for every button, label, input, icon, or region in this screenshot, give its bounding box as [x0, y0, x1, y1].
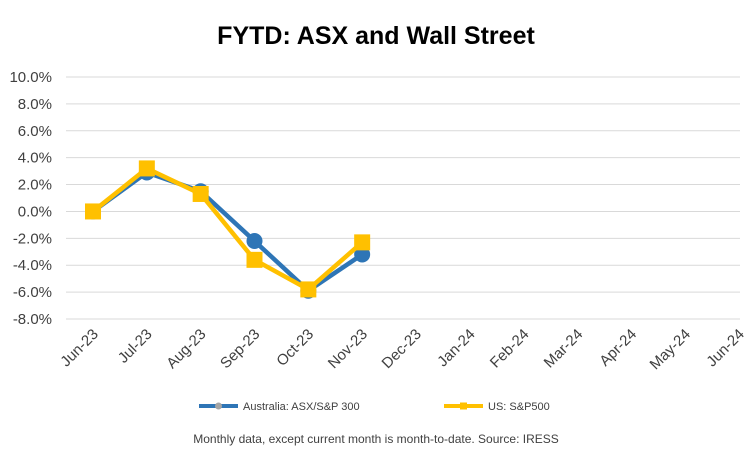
y-axis-ticks: -8.0% -6.0% -4.0% -2.0% 0.0% 2.0% 4.0% 6.0% 8.0%…: [9, 69, 52, 328]
y-tick-label: 8.0%: [18, 96, 52, 113]
data-point-square: [354, 234, 371, 251]
data-point-square: [246, 251, 263, 268]
y-tick-label: -6.0%: [13, 284, 52, 301]
x-tick-label: Jun-23: [57, 326, 101, 370]
legend: Australia: ASX/S&P 300 US: S&P500: [199, 401, 550, 413]
x-tick-label: Jan-24: [434, 326, 478, 370]
legend-swatch-marker: [460, 402, 467, 410]
x-tick-label: Jun-24: [703, 326, 747, 370]
footnote: Monthly data, except current month is mo…: [193, 432, 559, 446]
legend-label: Australia: ASX/S&P 300: [243, 401, 360, 413]
x-axis-ticks: Jun-23 Jul-23 Aug-23 Sep-23 Oct-23 Nov-23 Dec-…: [57, 326, 747, 373]
data-point-circle: [246, 233, 263, 250]
y-tick-label: -4.0%: [13, 257, 52, 274]
chart-title: FYTD: ASX and Wall Street: [217, 22, 535, 50]
x-tick-label: Feb-24: [487, 326, 533, 372]
y-tick-label: 6.0%: [18, 123, 52, 140]
x-tick-label: Nov-23: [325, 326, 371, 372]
series-line-0: [91, 170, 364, 294]
x-tick-label: Sep-23: [217, 326, 263, 372]
y-tick-label: -8.0%: [13, 311, 52, 328]
x-tick-label: Jul-23: [115, 326, 156, 367]
legend-swatch-marker: [215, 402, 222, 410]
series-group: [85, 160, 371, 299]
x-tick-label: Mar-24: [541, 326, 587, 372]
x-tick-label: Oct-23: [273, 326, 317, 370]
x-tick-label: Dec-23: [379, 326, 425, 372]
x-tick-label: Apr-24: [596, 326, 640, 370]
gridlines: [66, 76, 740, 320]
data-point-square: [138, 160, 155, 177]
x-tick-label: Aug-23: [163, 326, 209, 372]
data-point-circle: [354, 246, 371, 263]
legend-label: US: S&P500: [488, 401, 550, 413]
y-tick-label: 4.0%: [18, 150, 52, 167]
data-point-square: [192, 185, 209, 202]
y-tick-label: 0.0%: [18, 203, 52, 220]
x-tick-label: May-24: [647, 326, 694, 373]
data-point-square: [85, 203, 101, 220]
series-line-1: [91, 166, 364, 292]
data-point-square: [300, 281, 317, 298]
y-tick-label: 2.0%: [18, 177, 52, 194]
y-tick-label: 10.0%: [9, 69, 52, 86]
y-tick-label: -2.0%: [13, 230, 52, 247]
